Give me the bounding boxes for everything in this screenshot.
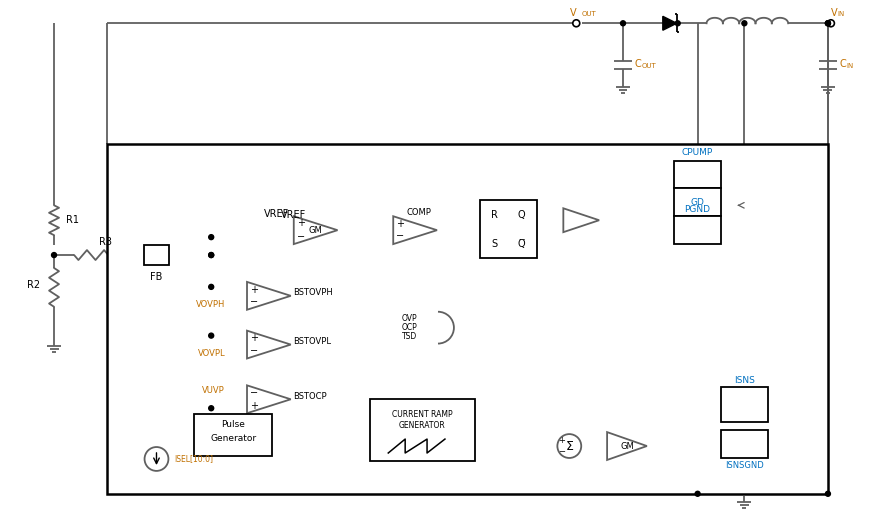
Text: R1: R1 (66, 215, 79, 225)
Text: Σ: Σ (565, 440, 573, 453)
Text: −: − (558, 447, 565, 456)
Text: +: + (250, 333, 258, 343)
Bar (107, 144, 828, 494)
Polygon shape (393, 216, 437, 244)
Text: V: V (570, 8, 577, 18)
Circle shape (695, 491, 700, 496)
Bar (720, 430, 768, 458)
Text: VUVP: VUVP (202, 386, 225, 395)
Circle shape (144, 447, 168, 471)
Bar (144, 245, 170, 265)
Circle shape (209, 252, 214, 258)
Text: VOVPH: VOVPH (196, 300, 225, 309)
Text: Generator: Generator (210, 434, 256, 443)
Text: V: V (831, 8, 837, 18)
Text: R2: R2 (27, 280, 40, 290)
Text: GM: GM (620, 442, 634, 451)
Circle shape (825, 21, 830, 26)
Text: OVP: OVP (402, 314, 417, 323)
Polygon shape (247, 282, 290, 310)
Text: FB: FB (150, 272, 163, 282)
Text: GM: GM (309, 226, 323, 235)
Circle shape (573, 20, 580, 27)
Polygon shape (662, 16, 676, 30)
Bar (480, 200, 537, 258)
Text: CURRENT RAMP: CURRENT RAMP (392, 409, 452, 418)
Text: OCP: OCP (402, 323, 417, 332)
Bar (194, 414, 272, 456)
Text: ISEL[10:0]: ISEL[10:0] (174, 454, 214, 463)
Circle shape (557, 434, 581, 458)
Text: C: C (635, 59, 641, 69)
Text: BSTOVPH: BSTOVPH (293, 288, 332, 297)
Text: VREF: VREF (263, 209, 289, 219)
Text: PGND: PGND (684, 205, 710, 214)
Bar (674, 161, 722, 188)
Circle shape (825, 21, 830, 26)
Circle shape (52, 252, 57, 258)
Text: Pulse: Pulse (221, 419, 245, 428)
Circle shape (209, 285, 214, 289)
Circle shape (825, 21, 830, 26)
Text: ISNS: ISNS (734, 376, 755, 385)
Polygon shape (247, 330, 290, 358)
Bar (674, 188, 722, 216)
Text: R3: R3 (99, 237, 112, 247)
Text: OUT: OUT (581, 11, 596, 17)
Text: IN: IN (847, 63, 854, 69)
Text: ISNSGND: ISNSGND (725, 462, 764, 471)
Text: BSTOVPL: BSTOVPL (293, 337, 331, 346)
Circle shape (209, 252, 214, 258)
Text: VOVPL: VOVPL (198, 349, 225, 358)
Text: +: + (250, 401, 258, 411)
Polygon shape (564, 208, 599, 232)
Text: +: + (558, 435, 564, 445)
Text: R: R (491, 210, 498, 220)
Circle shape (828, 20, 835, 27)
Text: Q: Q (517, 210, 525, 220)
Text: OUT: OUT (642, 63, 656, 69)
Circle shape (209, 406, 214, 411)
Text: −: − (250, 388, 258, 398)
Text: −: − (396, 231, 404, 241)
Circle shape (209, 235, 214, 240)
Text: +: + (297, 218, 304, 228)
Bar (370, 399, 475, 461)
Polygon shape (247, 385, 290, 413)
Text: COMP: COMP (407, 208, 431, 217)
Circle shape (742, 21, 747, 26)
Text: GD: GD (690, 198, 704, 207)
Circle shape (620, 21, 626, 26)
Circle shape (676, 21, 680, 26)
Polygon shape (294, 216, 338, 244)
Text: +: + (250, 285, 258, 295)
Text: C: C (840, 59, 847, 69)
Text: BSTOCP: BSTOCP (293, 392, 326, 401)
Text: IN: IN (836, 11, 844, 17)
Text: +: + (396, 219, 404, 229)
Bar (674, 216, 722, 244)
Text: GENERATOR: GENERATOR (399, 421, 445, 430)
Text: −: − (250, 346, 258, 356)
Text: CPUMP: CPUMP (682, 148, 713, 157)
Text: TSD: TSD (402, 332, 417, 341)
Bar (720, 387, 768, 422)
Circle shape (825, 491, 830, 496)
Text: S: S (491, 239, 497, 249)
Text: VREF: VREF (281, 210, 306, 220)
Text: −: − (250, 297, 258, 307)
Text: Q̅: Q̅ (517, 239, 525, 249)
Polygon shape (607, 432, 647, 460)
Text: −: − (297, 232, 304, 242)
Circle shape (209, 333, 214, 338)
